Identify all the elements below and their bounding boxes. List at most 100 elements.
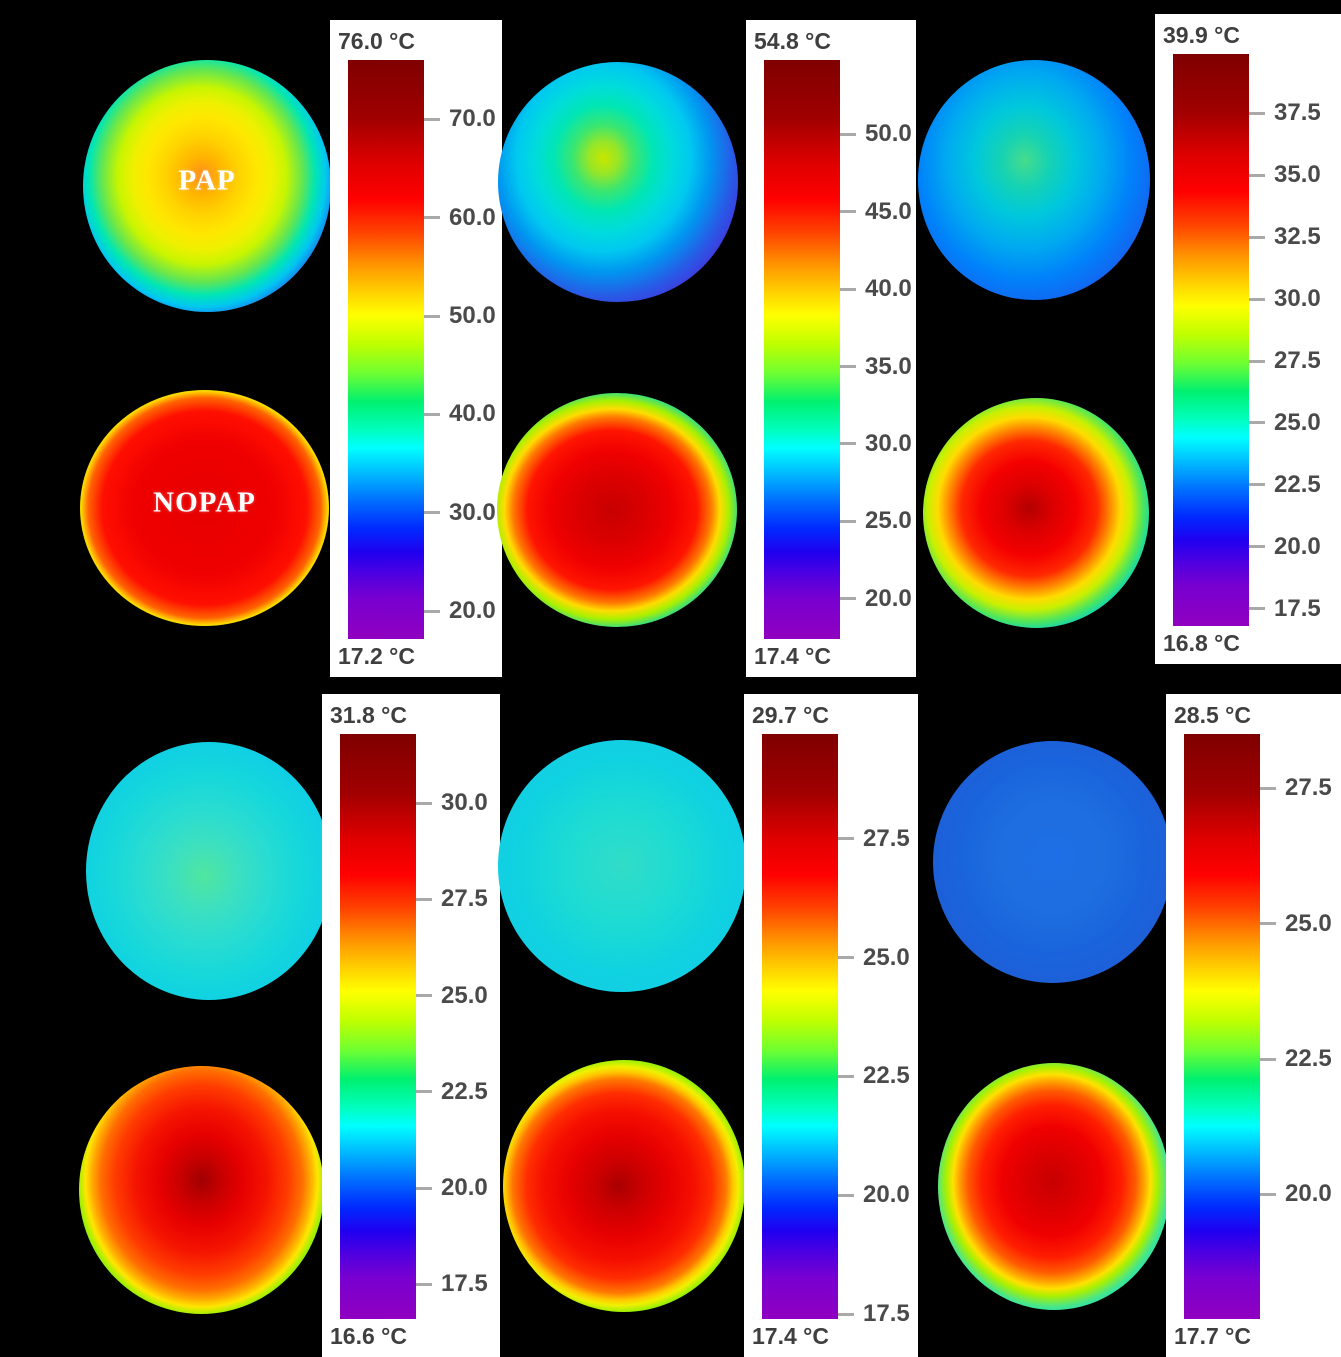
tick-label: 17.5: [441, 1270, 488, 1298]
colorbar-5: 29.7 °C 27.5 25.0 22.5 20.0 17.5 17.4 °C: [744, 694, 918, 1357]
tick-label: 50.0: [449, 302, 496, 330]
tick-mark: [424, 117, 440, 121]
tick-mark: [416, 801, 432, 805]
tick-mark: [838, 837, 854, 841]
colorbar-gradient: [762, 734, 838, 1319]
colorbar-tick: 27.5: [1249, 347, 1321, 375]
colorbar-tick: 25.0: [838, 944, 910, 972]
thermal-image-pap: [918, 60, 1150, 300]
tick-label: 32.5: [1274, 223, 1321, 251]
colorbar-tick: 35.0: [1249, 161, 1321, 189]
tick-mark: [416, 1090, 432, 1094]
thermal-image-pap: [933, 741, 1172, 983]
tick-mark: [416, 1282, 432, 1286]
tick-label: 37.5: [1274, 99, 1321, 127]
tick-label: 27.5: [441, 885, 488, 913]
colorbar-tick: 27.5: [838, 825, 910, 853]
tick-mark: [838, 956, 854, 960]
tick-label: 27.5: [1274, 347, 1321, 375]
thermal-image-nopap: [923, 398, 1149, 628]
tick-mark: [424, 511, 440, 515]
tick-mark: [840, 365, 856, 369]
colorbar-tick: 27.5: [1260, 774, 1332, 802]
colorbar-min-label: 17.7 °C: [1174, 1323, 1251, 1349]
colorbar-gradient: [764, 60, 840, 639]
tick-label: 30.0: [865, 429, 912, 457]
colorbar-tick: 17.5: [1249, 595, 1321, 623]
colorbar-tick: 20.0: [1249, 533, 1321, 561]
thermal-image-nopap: [503, 1060, 745, 1312]
colorbar-tick: 37.5: [1249, 99, 1321, 127]
colorbar-gradient: [1184, 734, 1260, 1319]
thermal-image-pap: [498, 740, 746, 992]
colorbar-min-label: 16.6 °C: [330, 1323, 407, 1349]
tick-mark: [1249, 421, 1265, 425]
colorbar-ticks: 37.5 35.0 32.5 30.0 27.5 25.0 22.5 20.0 17.5: [1249, 54, 1341, 626]
tick-mark: [1249, 483, 1265, 487]
tick-label: 60.0: [449, 203, 496, 231]
pap-label: PAP: [178, 164, 236, 197]
tick-mark: [840, 519, 856, 523]
thermal-image-nopap: [497, 393, 737, 627]
colorbar-tick: 40.0: [424, 400, 496, 428]
colorbar-tick: 30.0: [416, 789, 488, 817]
tick-label: 35.0: [865, 352, 912, 380]
colorbar-6: 28.5 °C 27.5 25.0 22.5 20.0 17.7 °C: [1166, 694, 1341, 1357]
tick-mark: [838, 1193, 854, 1197]
tick-label: 22.5: [1285, 1045, 1332, 1072]
tick-label: 20.0: [1274, 532, 1321, 560]
tick-mark: [840, 287, 856, 291]
tick-mark: [1249, 297, 1265, 301]
colorbar-max-label: 39.9 °C: [1163, 22, 1240, 48]
tick-label: 20.0: [441, 1174, 488, 1202]
thermal-image-nopap: NOPAP: [80, 390, 329, 626]
colorbar-3: 39.9 °C 37.5 35.0 32.5 30.0 27.5 25.0 22.5 20.0…: [1155, 14, 1341, 664]
colorbar-tick: 32.5: [1249, 223, 1321, 251]
tick-mark: [1260, 922, 1276, 926]
tick-mark: [838, 1074, 854, 1078]
tick-label: 25.0: [865, 507, 912, 535]
thermal-image-pap: PAP: [83, 60, 331, 312]
tick-mark: [416, 1186, 432, 1190]
colorbar-tick: 17.5: [416, 1270, 488, 1298]
colorbar-tick: 20.0: [838, 1181, 910, 1209]
tick-label: 25.0: [1285, 909, 1332, 937]
colorbar-tick: 40.0: [840, 275, 912, 303]
tick-label: 20.0: [449, 597, 496, 625]
colorbar-tick: 25.0: [1260, 910, 1332, 938]
tick-label: 22.5: [863, 1062, 910, 1090]
colorbar-4: 31.8 °C 30.0 27.5 25.0 22.5 20.0 17.5 16.6 °C: [322, 694, 500, 1357]
colorbar-1: 76.0 °C 70.0 60.0 50.0 40.0 30.0 20.0 17.2 °C: [330, 20, 502, 677]
tick-label: 30.0: [441, 789, 488, 817]
tick-label: 25.0: [863, 943, 910, 971]
colorbar-tick: 22.5: [416, 1078, 488, 1106]
tick-label: 22.5: [441, 1077, 488, 1105]
tick-label: 20.0: [865, 584, 912, 612]
colorbar-ticks: 70.0 60.0 50.0 40.0 30.0 20.0: [424, 60, 502, 639]
colorbar-tick: 30.0: [840, 430, 912, 458]
colorbar-tick: 22.5: [1249, 471, 1321, 499]
tick-mark: [416, 994, 432, 998]
colorbar-tick: 20.0: [416, 1174, 488, 1202]
tick-mark: [424, 314, 440, 318]
colorbar-ticks: 27.5 25.0 22.5 20.0: [1260, 734, 1341, 1319]
colorbar-max-label: 76.0 °C: [338, 28, 415, 54]
colorbar-tick: 25.0: [1249, 409, 1321, 437]
colorbar-tick: 20.0: [840, 585, 912, 613]
colorbar-ticks: 27.5 25.0 22.5 20.0 17.5: [838, 734, 918, 1327]
tick-mark: [840, 132, 856, 136]
colorbar-tick: 20.0: [424, 597, 496, 625]
tick-label: 70.0: [449, 105, 496, 133]
tick-mark: [424, 216, 440, 220]
colorbar-max-label: 31.8 °C: [330, 702, 407, 728]
tick-mark: [1249, 235, 1265, 239]
colorbar-tick: 30.0: [424, 499, 496, 527]
colorbar-tick: 22.5: [1260, 1045, 1332, 1073]
colorbar-tick: 22.5: [838, 1062, 910, 1090]
colorbar-gradient: [340, 734, 416, 1319]
tick-label: 50.0: [865, 120, 912, 148]
tick-label: 30.0: [449, 498, 496, 526]
tick-mark: [840, 597, 856, 601]
tick-label: 20.0: [863, 1181, 910, 1209]
nopap-label: NOPAP: [153, 486, 256, 519]
